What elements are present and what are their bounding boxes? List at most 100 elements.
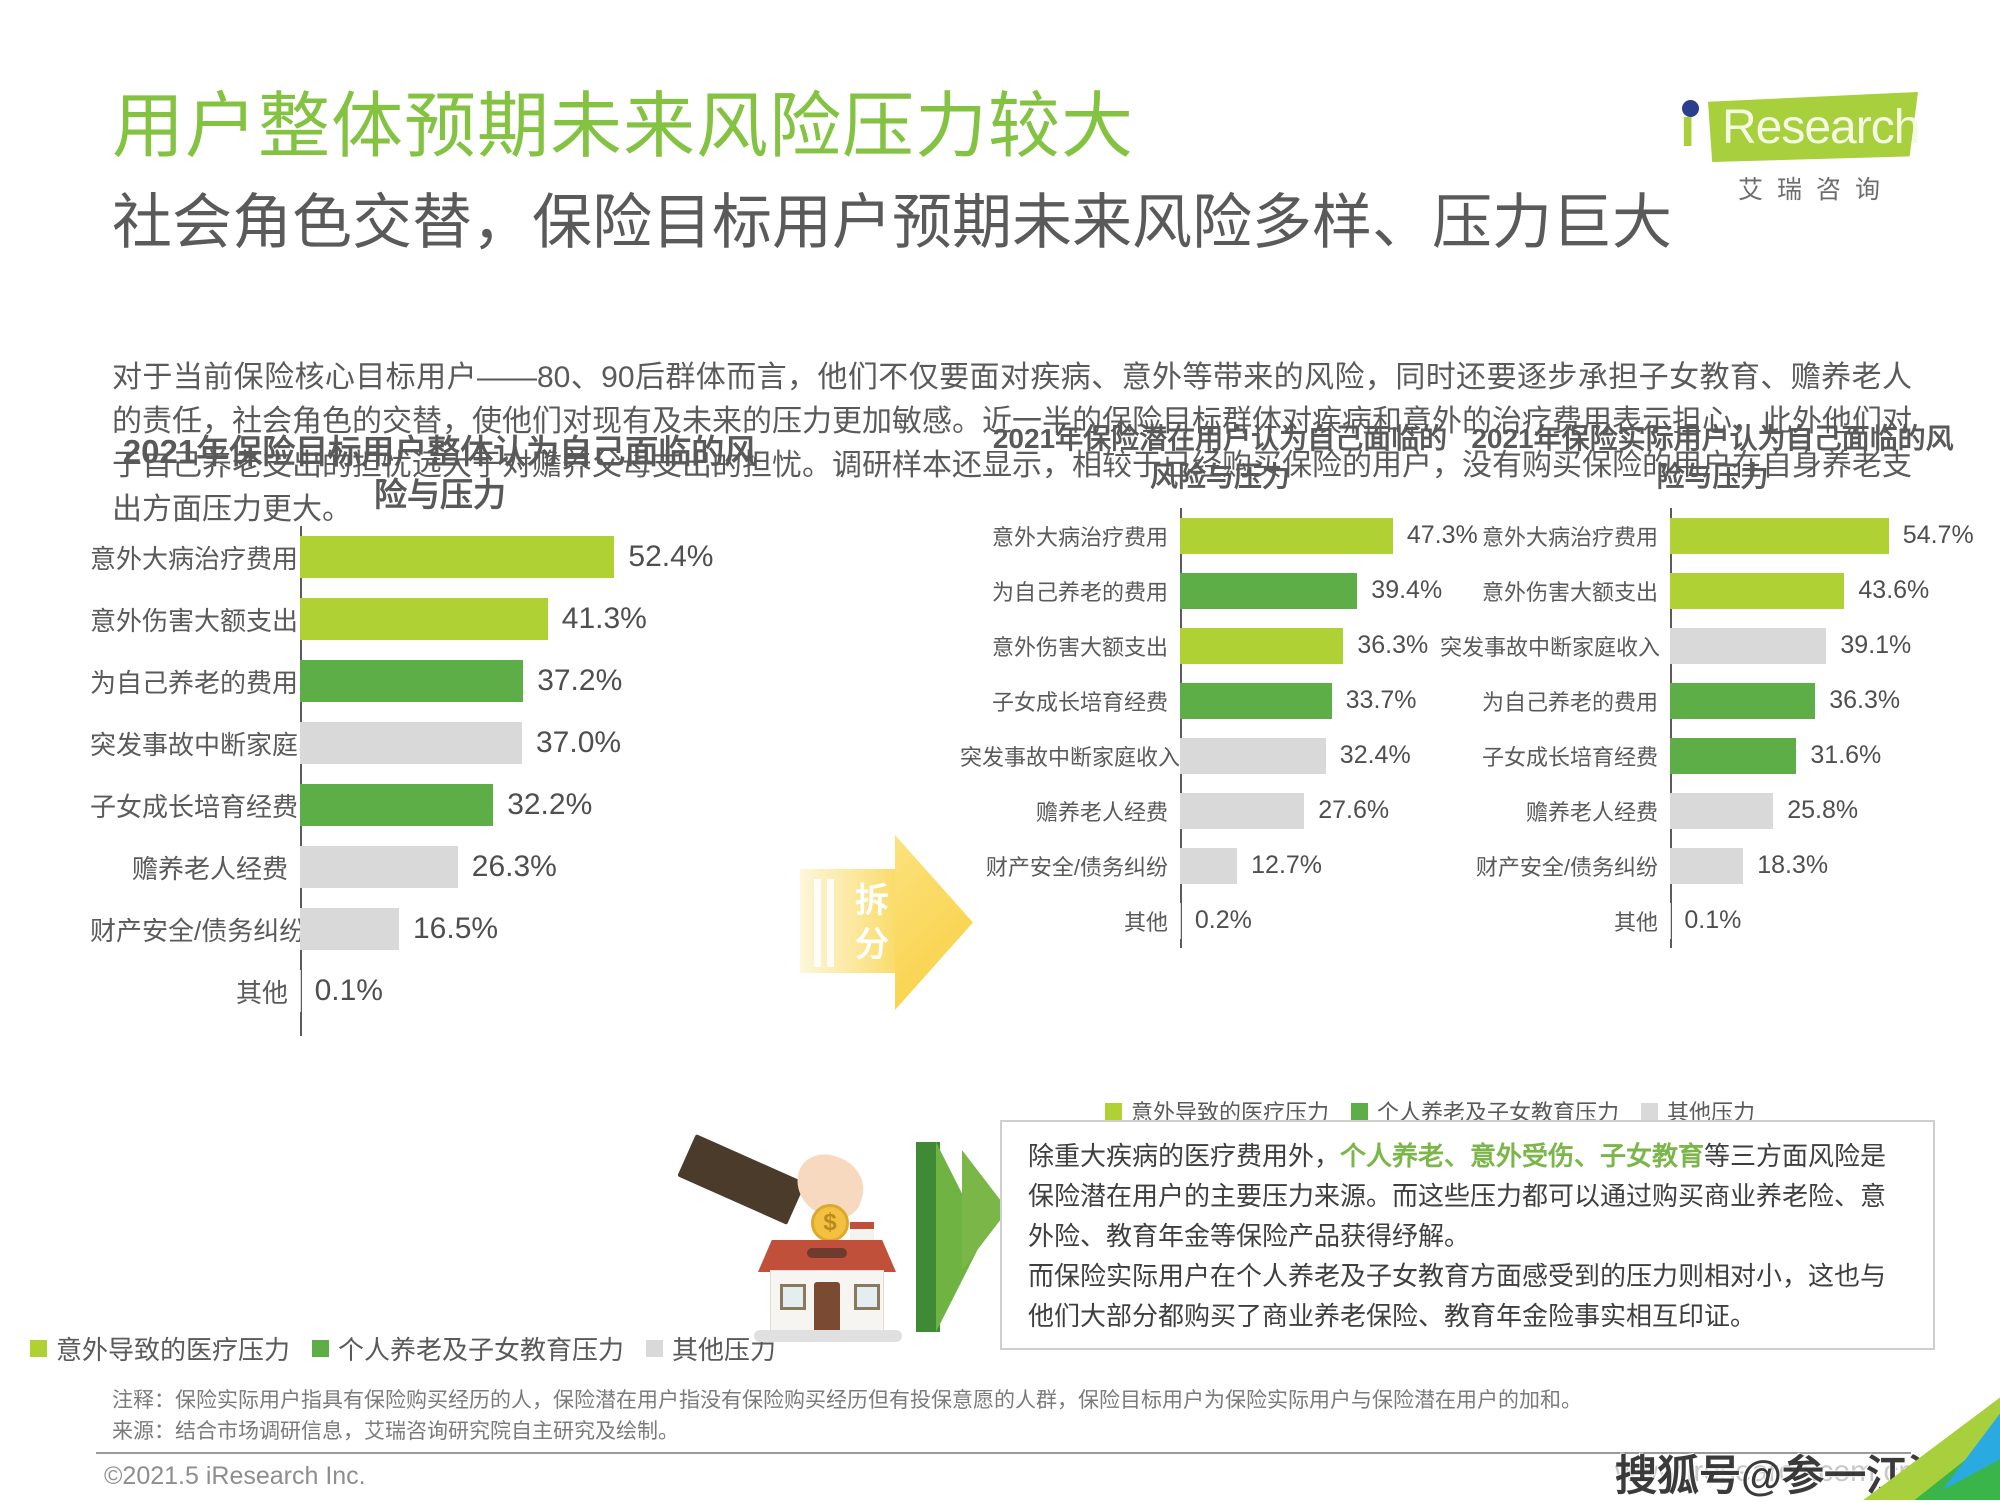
split-arrow-stripe <box>814 879 821 967</box>
chart3-title: 2021年保险实际用户认为自己面临的风险与压力 <box>1440 420 1985 496</box>
legend-item: 个人养老及子女教育压力 <box>312 1330 624 1367</box>
bar-category-label: 突发事故中断家庭收入 <box>1440 630 1670 662</box>
corner-decoration <box>1850 1390 2000 1500</box>
bar-value-label: 26.3% <box>458 850 557 884</box>
bar-container: 39.1% <box>1670 628 1911 664</box>
bar-shape <box>1670 848 1743 884</box>
bar-category-label: 赡养老人经费 <box>1440 795 1670 827</box>
page-subtitle: 社会角色交替，保险目标用户预期未来风险多样、压力巨大 <box>112 188 1672 258</box>
bar-category-label: 子女成长培育经费 <box>90 787 300 824</box>
bar-category-label: 意外大病治疗费用 <box>90 539 300 576</box>
bar-value-label: 39.4% <box>1357 576 1442 605</box>
legend-label: 个人养老及子女教育压力 <box>338 1330 624 1367</box>
bar-container: 26.3% <box>300 846 557 888</box>
legend-item: 意外导致的医疗压力 <box>30 1330 290 1367</box>
bar-container: 0.1% <box>1670 903 1741 939</box>
bar-value-label: 16.5% <box>399 912 498 946</box>
bar-category-label: 财产安全/债务纠纷 <box>90 911 300 948</box>
logo-wordmark: Research <box>1722 102 1919 154</box>
split-arrow-label: 拆分 <box>844 879 900 967</box>
callout-box: 除重大疾病的医疗费用外，个人养老、意外受伤、子女教育等三方面风险是保险潜在用户的… <box>1000 1120 1935 1350</box>
split-arrow-icon: 拆分 <box>800 835 970 1010</box>
legend-swatch-icon <box>312 1340 329 1357</box>
bar-shape <box>300 846 458 888</box>
bar-container: 37.0% <box>300 722 621 764</box>
bar-value-label: 25.8% <box>1773 796 1858 825</box>
bar-shape <box>1670 738 1796 774</box>
bar-container: 37.2% <box>300 660 622 702</box>
bar-category-label: 突发事故中断家庭收入 <box>960 740 1180 772</box>
bar-value-label: 52.4% <box>614 540 713 574</box>
coin-icon: $ <box>811 1204 849 1242</box>
chart1-title: 2021年保险目标用户整体认为自己面临的风险与压力 <box>90 430 790 516</box>
bar-shape <box>1180 738 1326 774</box>
bar-container: 54.7% <box>1670 518 1974 554</box>
window-shape <box>780 1284 806 1310</box>
bar-category-label: 赡养老人经费 <box>90 849 300 886</box>
bar-category-label: 意外伤害大额支出 <box>1440 575 1670 607</box>
bar-container: 18.3% <box>1670 848 1828 884</box>
callout-paragraph-2: 而保险实际用户在个人养老及子女教育方面感受到的压力则相对小，这也与他们大部分都购… <box>1028 1256 1907 1336</box>
bar-container: 43.6% <box>1670 573 1929 609</box>
bar-value-label: 0.1% <box>301 974 383 1008</box>
bar-shape <box>1670 518 1889 554</box>
legend-label: 意外导致的医疗压力 <box>56 1330 290 1367</box>
bar-category-label: 其他 <box>1440 905 1670 937</box>
page-title: 用户整体预期未来风险压力较大 <box>112 86 1134 168</box>
bar-value-label: 41.3% <box>548 602 647 636</box>
bar-container: 12.7% <box>1180 848 1322 884</box>
bar-container: 52.4% <box>300 536 713 578</box>
door-shape <box>814 1282 840 1332</box>
bar-container: 0.1% <box>300 970 383 1012</box>
bar-shape <box>1670 628 1826 664</box>
bar-container: 16.5% <box>300 908 498 950</box>
callout-paragraph-1: 除重大疾病的医疗费用外，个人养老、意外受伤、子女教育等三方面风险是保险潜在用户的… <box>1028 1136 1907 1256</box>
copyright-text: ©2021.5 iResearch Inc. <box>104 1462 366 1491</box>
chart-bar-row: 财产安全/债务纠纷 16.5% <box>90 898 790 960</box>
bar-value-label: 31.6% <box>1796 741 1881 770</box>
callout-text-a: 除重大疾病的医疗费用外， <box>1028 1141 1340 1171</box>
legend-swatch-icon <box>1351 1103 1368 1120</box>
bar-value-label: 12.7% <box>1237 851 1322 880</box>
coin-slot-shape <box>807 1248 847 1258</box>
bar-shape <box>300 908 399 950</box>
chart-bar-row: 为自己养老的费用 39.4% <box>960 563 1480 618</box>
legend-swatch-icon <box>1105 1103 1122 1120</box>
bar-container: 36.3% <box>1670 683 1900 719</box>
bar-shape <box>1180 683 1332 719</box>
bar-category-label: 突发事故中断家庭收入 <box>90 725 300 762</box>
cuff-dot-icon <box>785 1157 793 1165</box>
callout-highlight: 个人养老、意外受伤、子女教育 <box>1340 1141 1704 1171</box>
bar-category-label: 为自己养老的费用 <box>1440 685 1670 717</box>
bar-shape <box>300 784 493 826</box>
bar-container: 25.8% <box>1670 793 1858 829</box>
bar-value-label: 37.2% <box>523 664 622 698</box>
bar-shape <box>1670 683 1815 719</box>
logo-dot-icon <box>1682 100 1699 117</box>
bar-category-label: 意外大病治疗费用 <box>960 520 1180 552</box>
bar-container: 36.3% <box>1180 628 1428 664</box>
ground-shadow <box>754 1330 902 1342</box>
chart-target-users: 2021年保险目标用户整体认为自己面临的风险与压力 意外大病治疗费用 52.4% 意… <box>90 430 790 1070</box>
bar-category-label: 其他 <box>90 973 300 1010</box>
bar-value-label: 37.0% <box>522 726 621 760</box>
split-arrow-stripe <box>827 879 834 967</box>
source-line: 来源：结合市场调研信息，艾瑞咨询研究院自主研究及绘制。 <box>112 1416 1872 1447</box>
bar-value-label: 43.6% <box>1844 576 1929 605</box>
chart-bar-row: 赡养老人经费 25.8% <box>1440 783 1985 838</box>
bar-category-label: 为自己养老的费用 <box>960 575 1180 607</box>
bar-value-label: 0.1% <box>1670 906 1741 935</box>
piggy-bank-house-illustration: $ <box>690 1130 980 1355</box>
bar-category-label: 赡养老人经费 <box>960 795 1180 827</box>
